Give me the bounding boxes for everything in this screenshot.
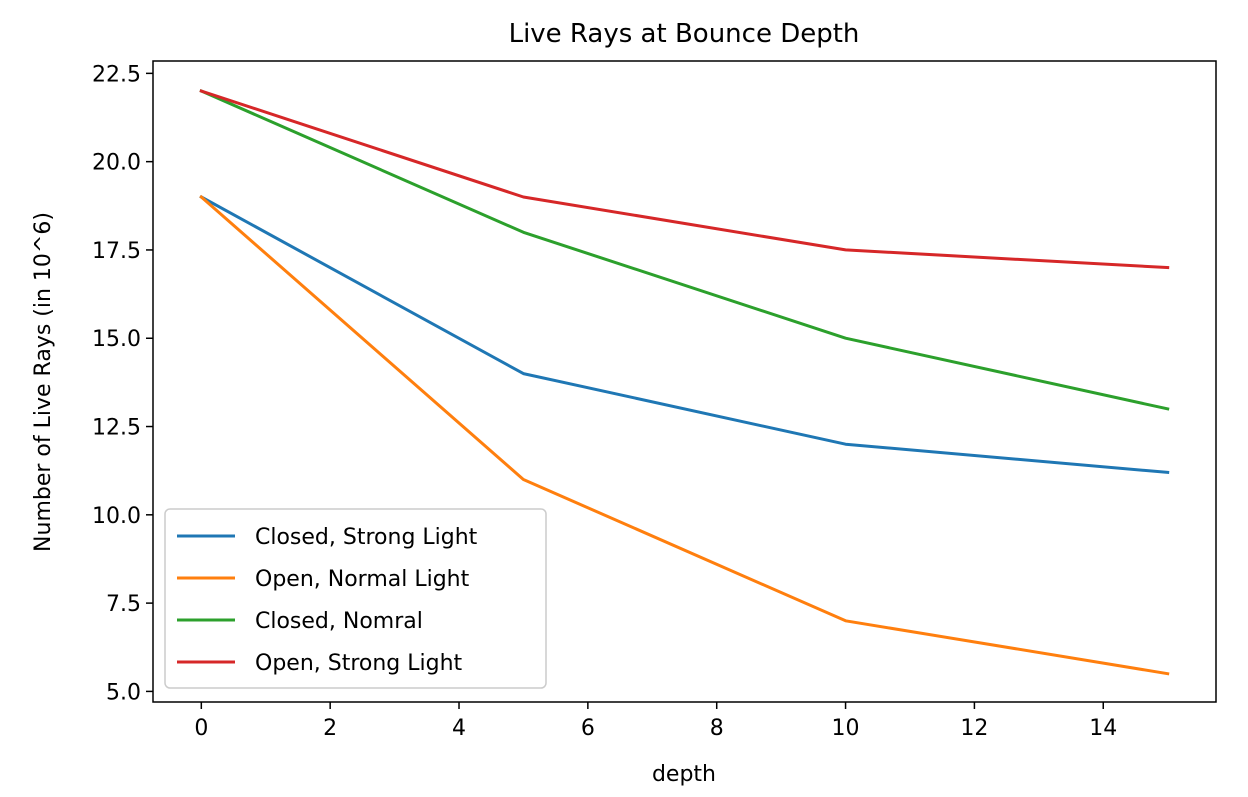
x-tick-label: 4	[452, 716, 466, 741]
x-tick-label: 12	[960, 716, 988, 741]
plot-lines	[199, 89, 1170, 676]
x-tick-label: 6	[581, 716, 595, 741]
y-tick-label: 5.0	[106, 680, 141, 705]
y-axis-label: Number of Live Rays (in 10^6)	[31, 212, 56, 552]
legend-box	[164, 508, 547, 689]
x-tick-label: 8	[710, 716, 724, 741]
y-tick-label: 20.0	[92, 151, 141, 176]
x-axis-ticks: 0 2 4 6 8 10 12 14	[194, 702, 1117, 741]
series-line-3	[199, 89, 1170, 270]
legend-label-3: Open, Strong Light	[255, 651, 463, 676]
legend-label-0: Closed, Strong Light	[255, 525, 478, 550]
y-tick-label: 10.0	[92, 504, 141, 529]
legend-label-1: Open, Normal Light	[255, 567, 470, 592]
chart-title: Live Rays at Bounce Depth	[509, 19, 860, 49]
x-axis-label: depth	[652, 762, 716, 787]
x-tick-label: 0	[194, 716, 208, 741]
y-tick-label: 17.5	[92, 239, 141, 264]
series-line-2	[199, 89, 1170, 411]
y-axis-ticks: 5.0 7.5 10.0 12.5 15.0 17.5 20.0 22.5	[92, 62, 153, 705]
plot-frame	[152, 60, 1217, 703]
series-line-0	[199, 194, 1170, 475]
y-tick-label: 15.0	[92, 327, 141, 352]
x-tick-label: 2	[323, 716, 337, 741]
y-tick-label: 12.5	[92, 416, 141, 441]
legend: Closed, Strong Light Open, Normal Light Cl…	[164, 508, 547, 689]
y-tick-label: 22.5	[92, 62, 141, 87]
series-line-1	[199, 194, 1170, 676]
x-tick-label: 10	[832, 716, 860, 741]
x-tick-label: 14	[1089, 716, 1117, 741]
legend-entries: Closed, Strong Light Open, Normal Light Cl…	[177, 525, 478, 676]
legend-label-2: Closed, Nomral	[255, 609, 423, 634]
y-tick-label: 7.5	[106, 592, 141, 617]
